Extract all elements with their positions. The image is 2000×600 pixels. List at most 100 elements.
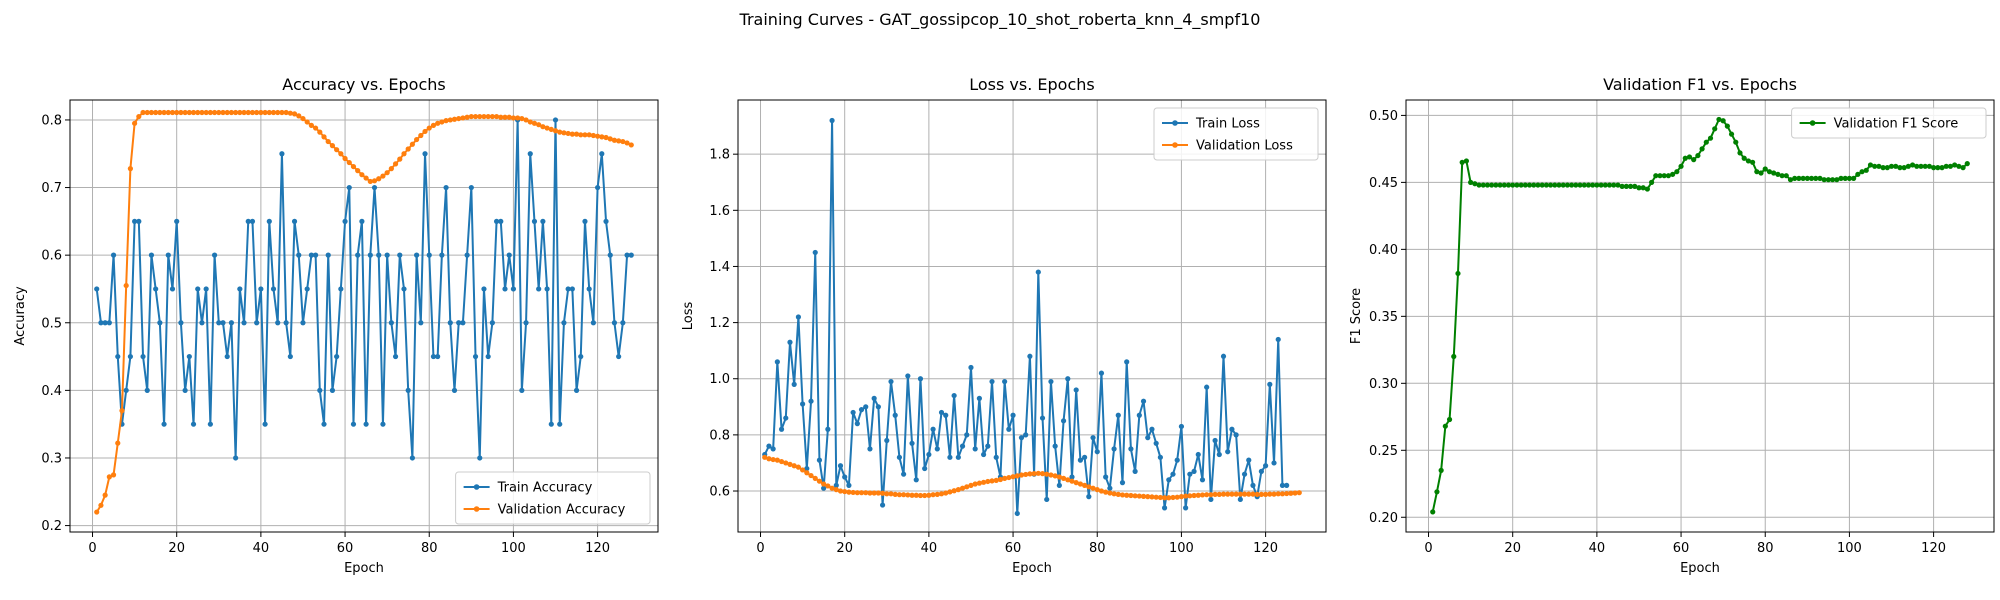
chart-title: Accuracy vs. Epochs <box>282 75 445 94</box>
data-point <box>1522 182 1528 188</box>
data-point <box>1250 491 1256 497</box>
data-point <box>1792 175 1798 181</box>
legend-label-2: Validation Loss <box>1196 139 1293 154</box>
y-axis-label: Accuracy <box>13 286 28 346</box>
data-point <box>590 320 596 326</box>
data-point <box>426 125 432 131</box>
data-point <box>1140 493 1147 499</box>
data-point <box>1699 146 1705 152</box>
data-point <box>275 320 281 326</box>
data-point <box>1514 182 1520 188</box>
data-point <box>388 166 394 172</box>
x-tick-label: 80 <box>421 541 438 556</box>
data-point <box>228 320 235 326</box>
data-point <box>1271 460 1277 466</box>
data-point <box>1187 471 1193 477</box>
data-point <box>981 451 987 458</box>
data-point <box>1556 182 1562 188</box>
data-point <box>1838 175 1844 181</box>
data-point <box>892 491 898 497</box>
data-point <box>926 451 932 458</box>
data-point <box>1897 165 1903 171</box>
data-point <box>1069 474 1075 480</box>
data-point <box>1128 492 1134 499</box>
data-point <box>329 387 336 393</box>
data-point <box>430 353 437 360</box>
data-point <box>363 421 369 427</box>
data-point <box>1468 179 1474 185</box>
data-point <box>1073 387 1079 393</box>
data-point <box>1813 175 1819 181</box>
data-point <box>829 117 835 124</box>
data-point <box>989 378 995 385</box>
data-point <box>115 353 121 360</box>
data-point <box>287 110 293 116</box>
data-point <box>1547 182 1554 188</box>
data-point <box>842 488 848 495</box>
data-point <box>136 113 142 120</box>
data-point <box>1073 480 1079 486</box>
data-point <box>552 117 559 123</box>
data-point <box>98 502 104 508</box>
data-point <box>842 474 848 480</box>
data-point <box>1657 173 1663 179</box>
data-point <box>1716 116 1722 123</box>
x-tick-label: 20 <box>168 541 185 556</box>
data-point <box>620 320 626 326</box>
data-point <box>595 133 601 139</box>
data-point <box>291 218 298 224</box>
data-point <box>544 125 550 131</box>
data-point <box>132 120 138 126</box>
data-point <box>620 138 626 145</box>
x-tick-label: 100 <box>501 541 526 556</box>
data-point <box>846 482 852 488</box>
data-point <box>968 482 974 488</box>
axes-frame <box>69 99 659 533</box>
data-point <box>833 482 839 488</box>
data-point <box>804 470 810 476</box>
data-point <box>203 109 209 116</box>
data-point <box>569 286 575 292</box>
x-tick-label: 120 <box>585 541 610 556</box>
data-point <box>258 286 264 292</box>
data-point <box>1052 473 1058 479</box>
data-point <box>1884 165 1890 171</box>
data-point <box>1115 412 1121 418</box>
data-point <box>1518 182 1524 188</box>
data-point <box>233 109 239 116</box>
x-tick-label: 80 <box>1757 541 1774 556</box>
legend: Train Accuracy Validation Accuracy <box>455 471 651 525</box>
x-tick-label: 100 <box>1837 541 1862 556</box>
data-point <box>98 320 104 326</box>
data-point <box>350 163 357 170</box>
data-point <box>1455 270 1461 277</box>
data-point <box>414 252 420 258</box>
data-point <box>1712 126 1718 132</box>
data-point <box>334 147 340 153</box>
x-tick-label: 0 <box>756 541 764 556</box>
data-point <box>451 387 458 393</box>
data-point <box>94 509 100 515</box>
data-point <box>1157 494 1163 501</box>
data-point <box>211 109 218 116</box>
legend-box <box>1791 107 1987 139</box>
data-point <box>178 109 184 116</box>
data-point <box>1653 173 1659 179</box>
data-point <box>1560 182 1566 188</box>
data-point <box>774 457 780 463</box>
data-point <box>1115 491 1121 497</box>
data-point <box>795 314 802 320</box>
data-point <box>1611 182 1617 188</box>
data-point <box>1263 463 1269 469</box>
data-point <box>1157 454 1163 460</box>
data-point <box>1124 359 1130 365</box>
data-point <box>628 142 634 148</box>
data-point <box>174 218 180 224</box>
data-point <box>972 481 978 487</box>
data-point <box>565 130 571 137</box>
data-point <box>540 124 546 130</box>
y-axis-label: F1 Score <box>1349 288 1364 344</box>
data-point <box>317 387 323 393</box>
data-point <box>1166 477 1172 483</box>
data-point <box>964 432 970 438</box>
